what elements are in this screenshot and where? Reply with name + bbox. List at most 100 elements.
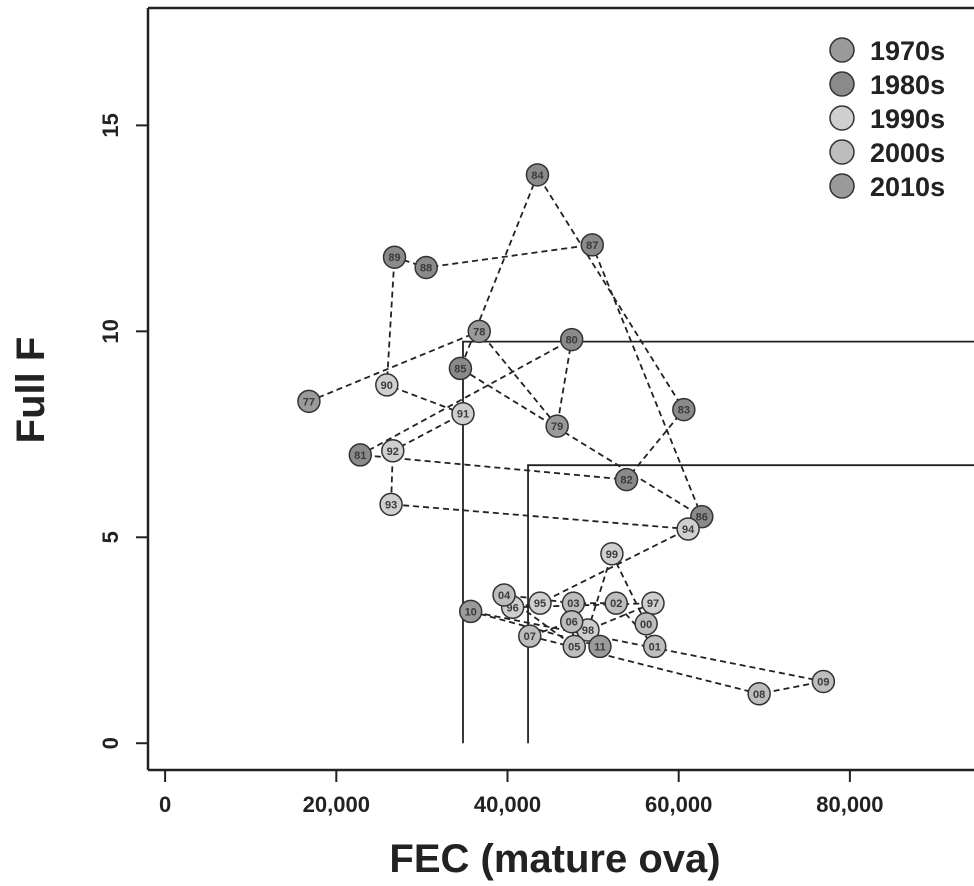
data-point-82: 82 <box>614 467 639 492</box>
point-marker <box>642 634 667 659</box>
data-point-93: 93 <box>379 492 403 517</box>
legend-label: 2010s <box>870 172 945 202</box>
data-point-90: 90 <box>375 373 399 397</box>
point-label: 91 <box>457 409 469 421</box>
data-point-10: 10 <box>458 599 483 624</box>
legend-label: 1970s <box>870 36 945 66</box>
point-label: 98 <box>582 625 594 637</box>
data-points: 7778798081828384858687888990919293949596… <box>297 163 836 706</box>
point-marker <box>492 583 516 607</box>
data-point-97: 97 <box>641 591 665 615</box>
data-point-04: 04 <box>492 583 516 607</box>
y-tick-label: 15 <box>98 113 123 137</box>
point-marker <box>348 443 373 467</box>
legend-label: 1980s <box>870 70 945 100</box>
point-label: 97 <box>647 598 659 610</box>
data-point-09: 09 <box>811 669 836 694</box>
data-point-08: 08 <box>747 682 771 706</box>
point-label: 99 <box>606 549 618 561</box>
point-marker <box>614 467 639 492</box>
data-point-00: 00 <box>634 612 658 636</box>
point-marker <box>528 591 552 615</box>
point-label: 01 <box>649 641 661 653</box>
data-point-79: 79 <box>545 414 569 438</box>
point-marker <box>448 356 473 381</box>
data-point-89: 89 <box>382 245 407 269</box>
y-tick-label: 10 <box>98 319 123 343</box>
legend-marker <box>829 105 855 131</box>
point-marker <box>641 591 665 615</box>
x-tick-label: 20,000 <box>303 792 370 817</box>
point-marker <box>297 389 321 414</box>
point-label: 79 <box>551 421 563 433</box>
point-marker <box>381 439 405 463</box>
point-label: 06 <box>566 617 578 629</box>
x-tick-label: 60,000 <box>645 792 712 817</box>
point-label: 85 <box>454 363 466 375</box>
point-label: 11 <box>594 641 606 653</box>
point-marker <box>451 401 475 426</box>
point-marker <box>559 609 584 634</box>
point-marker <box>580 233 604 257</box>
point-marker <box>414 255 438 280</box>
data-point-03: 03 <box>561 591 586 615</box>
point-label: 86 <box>696 512 708 524</box>
y-tick-label: 5 <box>98 531 123 543</box>
point-marker <box>559 327 584 352</box>
legend-label: 2000s <box>870 138 945 168</box>
point-label: 87 <box>586 240 598 252</box>
data-point-01: 01 <box>642 634 667 659</box>
point-label: 04 <box>498 590 511 602</box>
data-point-77: 77 <box>297 389 321 414</box>
x-tick-label: 0 <box>159 792 171 817</box>
point-label: 81 <box>354 450 366 462</box>
legend-marker <box>829 37 855 63</box>
point-label: 08 <box>753 689 765 701</box>
point-marker <box>600 542 624 566</box>
data-point-06: 06 <box>559 609 584 634</box>
point-label: 94 <box>682 524 695 536</box>
point-marker <box>458 599 483 624</box>
point-label: 95 <box>534 598 546 610</box>
point-label: 82 <box>620 475 632 487</box>
point-label: 89 <box>388 252 400 264</box>
data-point-07: 07 <box>518 624 542 648</box>
point-marker <box>588 634 612 659</box>
point-label: 09 <box>817 676 829 688</box>
point-label: 92 <box>387 446 399 458</box>
data-point-94: 94 <box>676 517 700 541</box>
point-marker <box>747 682 771 706</box>
y-axis-title: Full F <box>9 337 53 444</box>
legend-item-1970s: 1970s <box>829 36 945 66</box>
data-point-02: 02 <box>604 591 628 615</box>
legend-marker <box>829 173 855 199</box>
point-label: 78 <box>473 326 485 338</box>
point-label: 03 <box>567 598 579 610</box>
point-marker <box>518 624 542 648</box>
point-label: 90 <box>381 380 393 392</box>
data-point-95: 95 <box>528 591 552 615</box>
point-label: 10 <box>465 606 477 618</box>
data-point-84: 84 <box>525 163 550 187</box>
point-label: 88 <box>420 262 432 274</box>
data-point-78: 78 <box>467 319 492 344</box>
data-point-85: 85 <box>448 356 473 381</box>
x-tick-label: 80,000 <box>816 792 883 817</box>
data-point-91: 91 <box>451 401 475 426</box>
data-point-92: 92 <box>381 439 405 463</box>
legend-item-1990s: 1990s <box>829 104 945 134</box>
data-point-05: 05 <box>562 634 587 659</box>
data-point-88: 88 <box>414 255 438 280</box>
data-point-81: 81 <box>348 443 373 467</box>
point-marker <box>634 612 658 636</box>
point-label: 93 <box>385 499 397 511</box>
x-tick-label: 40,000 <box>474 792 541 817</box>
point-label: 02 <box>610 598 622 610</box>
point-label: 84 <box>531 170 544 182</box>
axes: 0 20,000 40,000 60,000 80,000 05 10 15 <box>98 6 974 817</box>
legend-marker <box>829 71 855 97</box>
legend-label: 1990s <box>870 104 945 134</box>
data-point-87: 87 <box>580 233 604 257</box>
legend-marker <box>829 139 855 165</box>
legend-item-2010s: 2010s <box>829 172 945 202</box>
